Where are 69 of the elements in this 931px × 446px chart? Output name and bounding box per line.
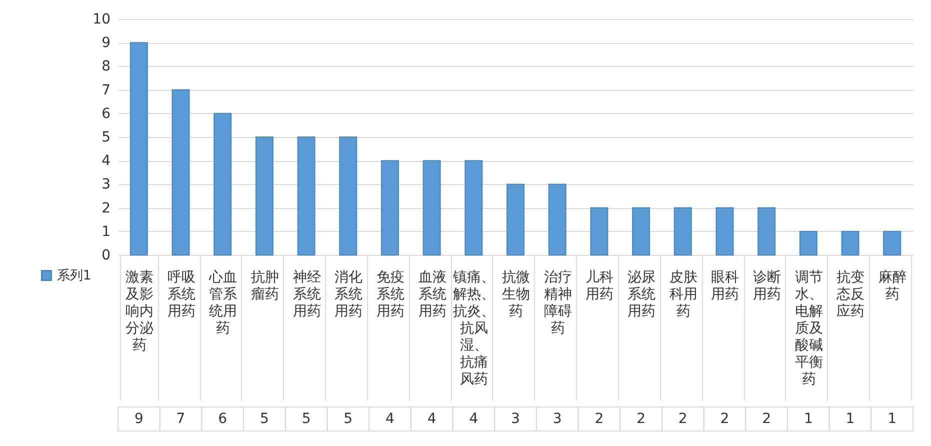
bar bbox=[464, 160, 483, 256]
bar bbox=[883, 230, 902, 256]
bar bbox=[841, 230, 860, 256]
data-label: 1 bbox=[846, 411, 855, 427]
x-tick-label: 麻醉药 bbox=[878, 270, 907, 302]
data-label: 3 bbox=[552, 411, 562, 427]
bar bbox=[422, 160, 441, 256]
x-tick-label: 神经系统用药 bbox=[292, 270, 321, 320]
data-label: 2 bbox=[636, 411, 646, 427]
x-tick-label: 抗变态反应药 bbox=[836, 270, 865, 320]
y-tick-label: 8 bbox=[102, 58, 110, 75]
bar bbox=[590, 207, 608, 256]
data-label: 5 bbox=[344, 411, 353, 427]
data-label: 2 bbox=[678, 411, 688, 427]
x-tick-label: 镇痛、解热、抗炎、抗风湿、抗痛风药 bbox=[452, 270, 496, 388]
data-label: 1 bbox=[888, 411, 897, 427]
x-tick-label: 治疗精神障碍药 bbox=[544, 270, 572, 336]
bar bbox=[632, 207, 650, 256]
bar bbox=[339, 136, 358, 256]
data-label: 9 bbox=[134, 411, 144, 427]
y-tick-label: 6 bbox=[102, 106, 111, 122]
x-tick-label: 免疫系统用药 bbox=[376, 270, 404, 320]
bar bbox=[506, 184, 524, 256]
bar bbox=[758, 207, 776, 256]
x-tick-label: 激素及影响内分泌药 bbox=[125, 270, 154, 354]
bar bbox=[172, 89, 190, 256]
data-label: 3 bbox=[511, 411, 520, 427]
y-tick-label: 1 bbox=[102, 224, 110, 240]
bar bbox=[297, 136, 316, 256]
bar bbox=[548, 184, 566, 256]
y-tick-label: 9 bbox=[102, 35, 110, 52]
bar bbox=[716, 207, 734, 256]
y-tick-label: 0 bbox=[102, 248, 110, 264]
data-label: 2 bbox=[720, 411, 730, 427]
x-tick-label: 消化系统用药 bbox=[334, 270, 363, 320]
data-label: 6 bbox=[218, 411, 228, 427]
x-tick-label: 抗肿瘤药 bbox=[250, 270, 279, 302]
data-label: 2 bbox=[594, 411, 604, 427]
x-tick-label: 眼科用药 bbox=[711, 270, 740, 302]
x-tick-label: 皮肤科用药 bbox=[669, 270, 698, 320]
bar bbox=[674, 207, 692, 256]
y-tick-label: 2 bbox=[102, 200, 110, 216]
y-tick-label: 4 bbox=[102, 153, 111, 170]
bar bbox=[214, 112, 232, 256]
data-label: 7 bbox=[176, 411, 186, 427]
x-tick-label: 抗微生物药 bbox=[502, 270, 530, 320]
bar bbox=[130, 42, 148, 256]
y-tick-label: 7 bbox=[102, 82, 110, 98]
data-label: 5 bbox=[302, 411, 311, 427]
data-label: 2 bbox=[762, 411, 772, 427]
data-label: 5 bbox=[260, 411, 269, 427]
data-label: 4 bbox=[427, 411, 436, 427]
x-tick-label: 诊断用药 bbox=[753, 270, 782, 302]
bar bbox=[799, 230, 818, 256]
data-label: 1 bbox=[804, 411, 813, 427]
legend-label: 系列1 bbox=[57, 268, 92, 284]
x-tick-label: 心血管系统用药 bbox=[208, 270, 238, 336]
x-tick-label: 泌尿系统用药 bbox=[628, 270, 656, 320]
y-tick-label: 10 bbox=[92, 12, 110, 28]
bar bbox=[380, 160, 399, 256]
bar bbox=[255, 136, 274, 256]
x-tick-label: 呼吸系统用药 bbox=[167, 270, 196, 320]
x-tick-label: 调节水、电解质及酸碱平衡药 bbox=[794, 270, 823, 388]
x-tick-label: 血液系统用药 bbox=[418, 270, 446, 320]
data-label: 4 bbox=[386, 411, 395, 427]
x-tick-label: 儿科用药 bbox=[586, 270, 614, 302]
data-label: 4 bbox=[469, 411, 478, 427]
y-tick-label: 3 bbox=[102, 176, 110, 193]
y-tick-label: 5 bbox=[102, 130, 110, 146]
